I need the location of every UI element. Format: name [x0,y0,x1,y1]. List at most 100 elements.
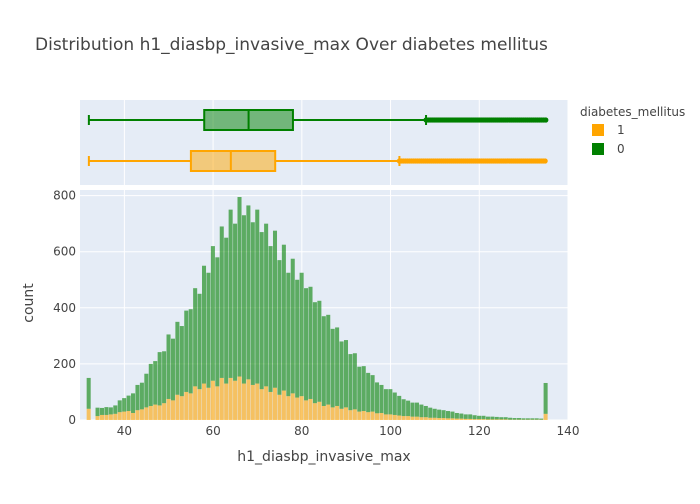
histogram-bar-diabetes-0[interactable] [233,224,237,381]
histogram-bar-diabetes-1[interactable] [473,419,477,420]
histogram-bar-diabetes-1[interactable] [486,419,490,420]
histogram-bar-diabetes-1[interactable] [348,410,352,420]
histogram-bar-diabetes-0[interactable] [313,302,317,403]
histogram-bar-diabetes-0[interactable] [437,410,441,418]
histogram-bar-diabetes-0[interactable] [371,375,375,411]
histogram-bar-diabetes-1[interactable] [495,419,499,420]
histogram-bar-diabetes-0[interactable] [473,415,477,419]
histogram-bar-diabetes-1[interactable] [464,419,468,420]
histogram-bar-diabetes-0[interactable] [388,389,392,414]
histogram-bar-diabetes-0[interactable] [206,273,210,388]
histogram-bar-diabetes-0[interactable] [450,412,454,419]
histogram-bar-diabetes-0[interactable] [535,418,539,419]
histogram-bar-diabetes-0[interactable] [198,294,202,389]
histogram-bar-diabetes-1[interactable] [459,419,463,420]
histogram-bar-diabetes-1[interactable] [437,418,441,420]
histogram-bar-diabetes-1[interactable] [375,413,379,420]
histogram-bar-diabetes-0[interactable] [446,411,450,418]
histogram-bar-diabetes-0[interactable] [109,407,113,414]
histogram-bar-diabetes-0[interactable] [304,288,308,400]
histogram-bar-diabetes-1[interactable] [481,419,485,420]
histogram-bar-diabetes-0[interactable] [87,378,91,409]
histogram-bar-diabetes-1[interactable] [215,386,219,420]
histogram-bar-diabetes-1[interactable] [260,389,264,420]
histogram-bar-diabetes-1[interactable] [340,409,344,420]
histogram-bar-diabetes-0[interactable] [402,399,406,416]
histogram-bar-diabetes-0[interactable] [433,409,437,418]
histogram-bar-diabetes-1[interactable] [362,411,366,420]
histogram-bar-diabetes-0[interactable] [393,393,397,415]
histogram-bar-diabetes-1[interactable] [153,405,157,420]
histogram-bar-diabetes-0[interactable] [229,210,233,378]
histogram-bar-diabetes-1[interactable] [104,415,108,420]
histogram-bar-diabetes-0[interactable] [317,301,321,402]
histogram-bar-diabetes-0[interactable] [135,385,139,410]
histogram-bar-diabetes-0[interactable] [100,408,104,415]
histogram-bar-diabetes-1[interactable] [273,388,277,420]
histogram-bar-diabetes-1[interactable] [113,414,117,420]
legend-item-1[interactable]: 1 [592,123,625,137]
histogram-bar-diabetes-1[interactable] [291,393,295,420]
histogram-bar-diabetes-0[interactable] [184,311,188,392]
histogram-bar-diabetes-1[interactable] [357,412,361,420]
histogram-bar-diabetes-0[interactable] [308,287,312,399]
histogram-bar-diabetes-1[interactable] [127,411,131,420]
histogram-bar-diabetes-1[interactable] [295,398,299,420]
histogram-bar-diabetes-0[interactable] [322,316,326,406]
histogram-bar-diabetes-0[interactable] [189,309,193,393]
histogram-bar-diabetes-0[interactable] [366,373,370,412]
histogram-bar-diabetes-1[interactable] [211,381,215,420]
histogram-bar-diabetes-1[interactable] [184,392,188,420]
histogram-bar-diabetes-1[interactable] [371,412,375,420]
histogram-bar-diabetes-1[interactable] [189,393,193,420]
histogram-bar-diabetes-1[interactable] [206,388,210,420]
histogram-bar-diabetes-1[interactable] [317,402,321,420]
histogram-bar-diabetes-1[interactable] [411,417,415,420]
histogram-bar-diabetes-0[interactable] [153,361,157,404]
histogram-bar-diabetes-1[interactable] [237,377,241,420]
histogram-bar-diabetes-1[interactable] [282,391,286,420]
histogram-bar-diabetes-0[interactable] [539,419,543,420]
histogram-bar-diabetes-1[interactable] [326,405,330,420]
histogram-bar-diabetes-0[interactable] [442,410,446,418]
histogram-bar-diabetes-1[interactable] [397,416,401,420]
histogram-bar-diabetes-1[interactable] [229,378,233,420]
histogram-bar-diabetes-1[interactable] [175,395,179,420]
histogram-bar-diabetes-0[interactable] [353,353,357,409]
histogram-bar-diabetes-0[interactable] [246,205,250,379]
histogram-bar-diabetes-0[interactable] [277,260,281,395]
histogram-bar-diabetes-1[interactable] [277,395,281,420]
histogram-bar-diabetes-0[interactable] [530,418,534,419]
histogram-bar-diabetes-1[interactable] [162,403,166,420]
histogram-bar-diabetes-0[interactable] [411,403,415,417]
histogram-bar-diabetes-0[interactable] [273,231,277,388]
histogram-bar-diabetes-1[interactable] [455,419,459,420]
histogram-bar-diabetes-1[interactable] [300,396,304,420]
histogram-bar-diabetes-0[interactable] [242,215,246,383]
histogram-bar-diabetes-0[interactable] [526,418,530,419]
histogram-bar-diabetes-0[interactable] [167,334,171,399]
histogram-bar-diabetes-0[interactable] [459,414,463,419]
histogram-bar-diabetes-0[interactable] [295,280,299,398]
histogram-bar-diabetes-0[interactable] [149,364,153,406]
histogram-bar-diabetes-0[interactable] [180,326,184,396]
histogram-bar-diabetes-1[interactable] [198,389,202,420]
histogram-bar-diabetes-1[interactable] [384,414,388,420]
histogram-bar-diabetes-0[interactable] [486,417,490,420]
histogram-bar-diabetes-1[interactable] [499,419,503,420]
histogram-bar-diabetes-1[interactable] [331,407,335,420]
histogram-bar-diabetes-0[interactable] [357,367,361,412]
histogram-bar-diabetes-1[interactable] [322,406,326,420]
histogram-bar-diabetes-1[interactable] [313,403,317,420]
histogram-bar-diabetes-0[interactable] [477,416,481,419]
histogram-bar-diabetes-0[interactable] [406,401,410,416]
legend-item-0[interactable]: 0 [592,142,625,156]
histogram-bar-diabetes-1[interactable] [131,413,135,420]
histogram-bar-diabetes-1[interactable] [171,400,175,420]
histogram-bar-diabetes-1[interactable] [424,417,428,420]
histogram-bar-diabetes-0[interactable] [144,374,148,408]
histogram-bar-diabetes-0[interactable] [282,245,286,391]
histogram-bar-diabetes-0[interactable] [286,273,290,396]
histogram-bar-diabetes-1[interactable] [304,400,308,420]
histogram-bar-diabetes-0[interactable] [481,416,485,419]
